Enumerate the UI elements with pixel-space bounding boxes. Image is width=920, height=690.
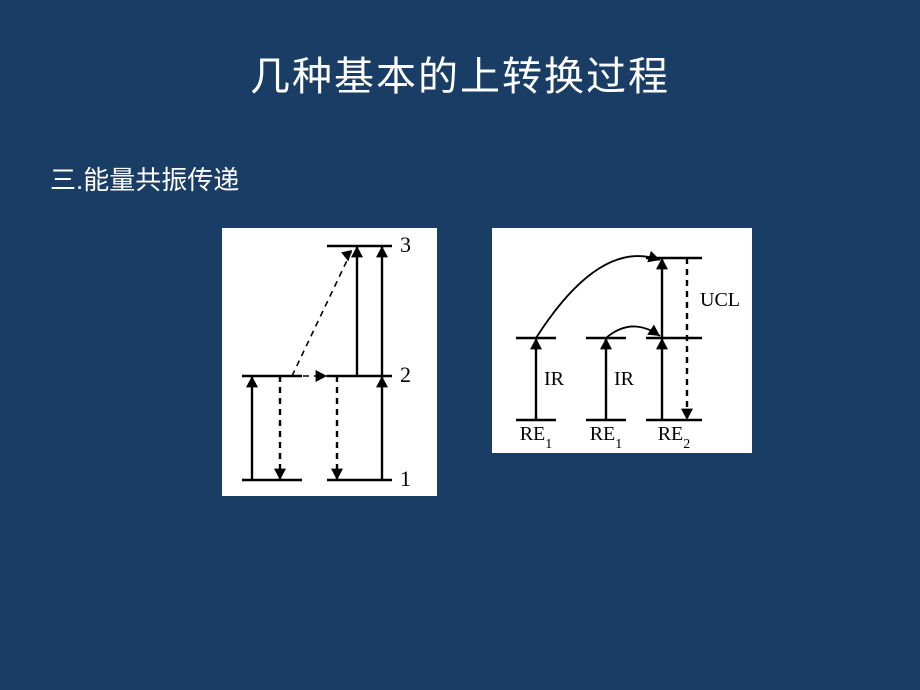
svg-text:IR: IR [544,368,565,390]
svg-text:3: 3 [400,232,411,257]
svg-text:IR: IR [614,368,635,390]
diagram-right: RE1 IR RE1 IR RE2 UCL [492,228,752,453]
svg-text:RE1: RE1 [520,423,553,452]
svg-text:UCL: UCL [700,289,740,311]
slide-subtitle: 三.能量共振传递 [50,160,239,197]
slide-title: 几种基本的上转换过程 [0,44,920,102]
svg-text:1: 1 [400,466,411,491]
slide: 几种基本的上转换过程 三.能量共振传递 1 2 3 RE1 IR RE1 IR RE2 UCL [0,0,920,690]
svg-text:RE2: RE2 [658,423,691,452]
diagram-left: 1 2 3 [222,228,437,496]
svg-text:RE1: RE1 [590,423,623,452]
svg-text:2: 2 [400,362,411,387]
